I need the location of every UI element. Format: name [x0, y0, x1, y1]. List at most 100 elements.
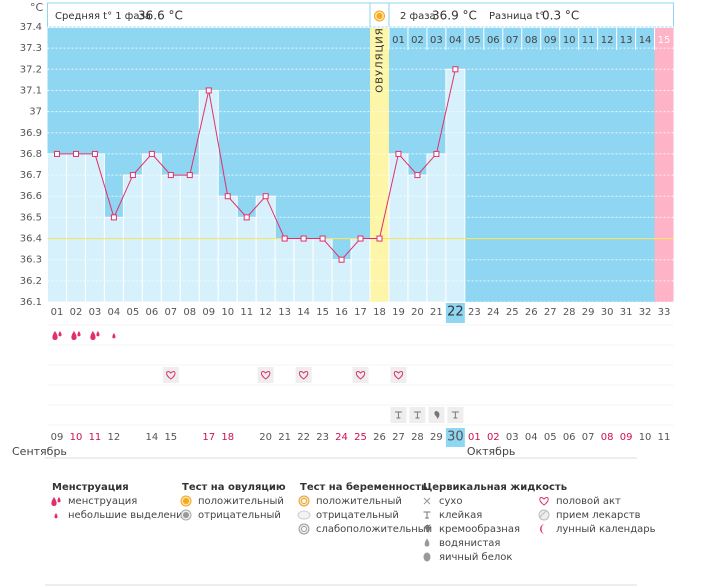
- day-label: 23: [468, 307, 481, 318]
- date-label: 29: [430, 432, 443, 443]
- legend-icon: [538, 509, 550, 521]
- legend-label: яичный белок: [439, 552, 512, 563]
- date-label: 26: [373, 432, 386, 443]
- legend-title: Цервикальная жидкость: [423, 482, 567, 493]
- date-label: 28: [411, 432, 424, 443]
- legend-icon: [423, 497, 431, 505]
- date-label: 25: [354, 432, 367, 443]
- legend-icon: [423, 511, 431, 519]
- day-label: 13: [278, 307, 291, 318]
- month-label: Сентябрь: [12, 445, 67, 458]
- day-label: 26: [525, 307, 538, 318]
- legend-label: клейкая: [439, 510, 482, 521]
- date-label: 24: [335, 432, 348, 443]
- temperature-line: [57, 69, 456, 261]
- temperature-bar: [293, 238, 314, 303]
- day-label: 29: [582, 307, 595, 318]
- y-tick-label: 36.8: [20, 149, 42, 160]
- marker-cell: [295, 367, 312, 383]
- date-label: 20: [259, 432, 272, 443]
- y-tick-label: 37: [29, 107, 42, 118]
- temperature-point: [224, 193, 231, 200]
- date-label: 06: [563, 432, 576, 443]
- drop-icon: [52, 331, 58, 340]
- y-tick-label: 36.7: [20, 170, 42, 181]
- drop-icon: [57, 497, 61, 503]
- sun-icon: [183, 498, 189, 504]
- day-label: 12: [259, 307, 272, 318]
- period-column: [654, 28, 674, 302]
- temperature-point: [338, 256, 345, 263]
- date-label: 04: [525, 432, 538, 443]
- temperature-point: [433, 150, 440, 157]
- legend-icon: [424, 538, 430, 547]
- legend-label: слабоположительный: [316, 524, 432, 535]
- phase2-day-label: 08: [525, 35, 538, 46]
- date-label: 02: [487, 432, 500, 443]
- ovulation-label: ОВУЛЯЦИЯ: [374, 27, 385, 93]
- temperature-bar: [312, 238, 333, 303]
- legend-label: половой акт: [556, 496, 621, 507]
- day-label: 33: [658, 307, 671, 318]
- month-label: Октябрь: [467, 445, 516, 458]
- temperature-bar: [350, 238, 371, 303]
- temperature-point: [72, 150, 79, 157]
- diff-label: Разница t°: [489, 11, 545, 22]
- circle-gray-icon: [183, 512, 189, 518]
- drop-icon: [96, 331, 100, 337]
- legend-title: Тест на овуляцию: [182, 482, 286, 493]
- phase2-day-label: 10: [563, 35, 576, 46]
- fluid-marker: [447, 407, 464, 423]
- y-tick-label: 36.9: [20, 128, 42, 139]
- temperature-point: [54, 150, 60, 157]
- temperature-point: [205, 87, 212, 94]
- creamy-icon: [425, 525, 431, 533]
- marker-cell: [162, 367, 179, 383]
- phase2-avg: 36.9 °C: [432, 9, 477, 23]
- temperature-point: [414, 172, 421, 179]
- day-label: 03: [89, 307, 102, 318]
- y-tick-label: 37.4: [20, 22, 42, 33]
- y-tick-label: 36.1: [20, 297, 42, 308]
- temperature-point: [376, 235, 383, 242]
- marker-cell: [390, 367, 407, 383]
- phase2-day-label: 06: [487, 35, 500, 46]
- sex-marker: [257, 367, 274, 383]
- sex-marker: [352, 367, 369, 383]
- temperature-bar: [217, 195, 238, 303]
- legend-icon: [425, 525, 431, 533]
- day-label: 27: [544, 307, 557, 318]
- date-label: 30: [447, 430, 464, 445]
- date-label: 07: [582, 432, 595, 443]
- day-label: 16: [335, 307, 348, 318]
- day-label: 01: [51, 307, 64, 318]
- phase2-day-label: 13: [620, 35, 633, 46]
- drop-icon: [77, 331, 81, 337]
- phase2-box: [388, 2, 674, 28]
- sticky-icon: [423, 511, 431, 519]
- phase1-box: [47, 2, 371, 28]
- day-label: 17: [354, 307, 367, 318]
- day-label: 24: [487, 307, 500, 318]
- date-label: 09: [620, 432, 633, 443]
- day-label: 31: [620, 307, 633, 318]
- phase2-day-label: 09: [544, 35, 557, 46]
- temperature-point: [452, 66, 459, 73]
- date-label: 15: [164, 432, 177, 443]
- date-label: 09: [51, 432, 64, 443]
- phase1-label: Средняя t° 1 фаза: [55, 11, 151, 22]
- drop-small-icon: [54, 513, 58, 519]
- drop-gray-icon: [424, 538, 430, 547]
- date-label: 27: [392, 432, 405, 443]
- temperature-point: [186, 172, 193, 179]
- phase2-day-label: 07: [506, 35, 519, 46]
- y-tick-label: 36.6: [20, 191, 42, 202]
- legend-label: положительный: [198, 496, 284, 507]
- creamy-icon: [434, 411, 440, 419]
- date-label: 03: [506, 432, 519, 443]
- fluid-marker: [390, 407, 407, 423]
- header-sun: [373, 10, 385, 22]
- moon-icon: [540, 524, 545, 534]
- date-label: 11: [89, 432, 102, 443]
- temperature-point: [167, 172, 174, 179]
